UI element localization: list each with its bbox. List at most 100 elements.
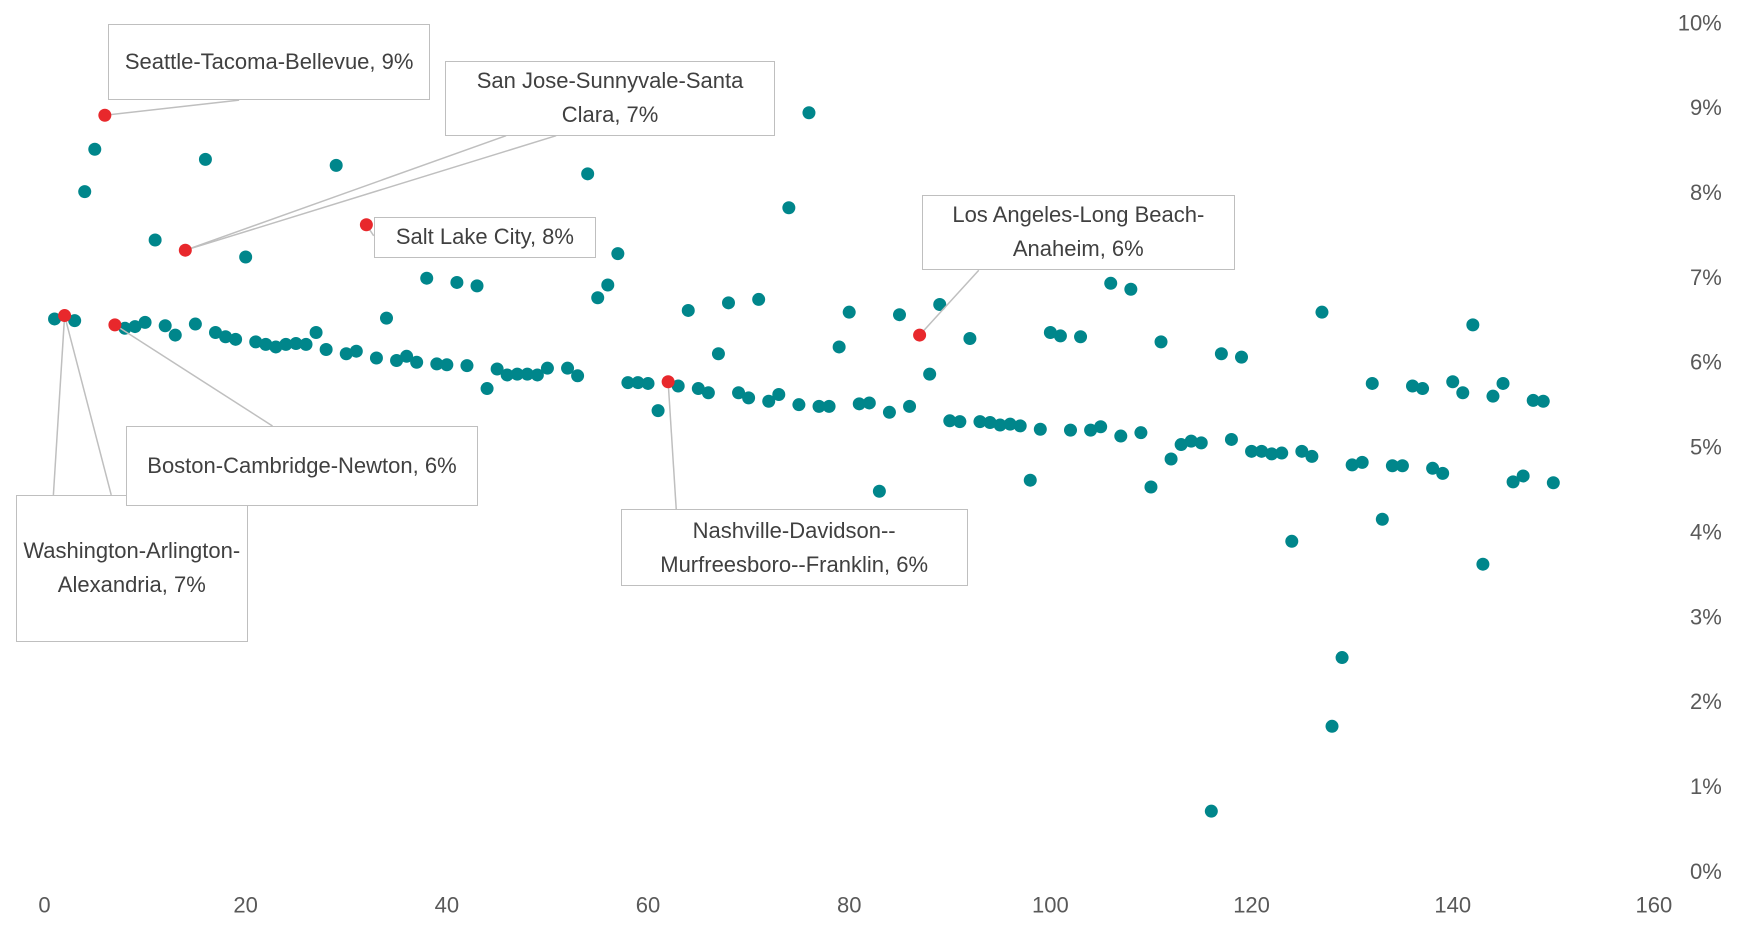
scatter-point	[279, 337, 293, 351]
scatter-point	[802, 106, 816, 120]
x-tick-label: 60	[636, 892, 660, 917]
scatter-point	[269, 340, 283, 354]
scatter-point	[1335, 651, 1349, 665]
scatter-point	[1476, 557, 1490, 571]
scatter-point	[1094, 420, 1108, 434]
scatter-point	[1506, 475, 1520, 489]
scatter-point	[309, 326, 323, 340]
y-tick-label: 7%	[1690, 265, 1722, 290]
scatter-point	[581, 167, 595, 181]
scatter-point	[1245, 444, 1259, 458]
data-label: San Jose-Sunnyvale-Santa Clara, 7%	[444, 61, 776, 136]
scatter-point	[188, 317, 202, 331]
scatter-point	[540, 361, 554, 375]
scatter-point	[862, 396, 876, 410]
data-label: Washington-Arlington-Alexandria, 7%	[15, 494, 249, 642]
scatter-point	[259, 337, 273, 351]
scatter-point	[752, 292, 766, 306]
scatter-point	[239, 250, 253, 264]
scatter-point	[490, 362, 504, 376]
scatter-point	[732, 386, 746, 400]
scatter-point	[1265, 447, 1279, 461]
scatter-point	[1023, 473, 1037, 487]
leader-line	[104, 99, 240, 117]
scatter-point	[1124, 282, 1138, 296]
leader-line	[63, 315, 112, 496]
scatter-point	[510, 367, 524, 381]
scatter-point	[208, 326, 222, 340]
scatter-point	[359, 218, 373, 232]
scatter-point	[450, 275, 464, 289]
scatter-point	[1536, 394, 1550, 408]
scatter-point	[1285, 534, 1299, 548]
scatter-point	[812, 399, 826, 413]
scatter-point	[1395, 459, 1409, 473]
scatter-point	[973, 415, 987, 429]
scatter-point	[621, 376, 635, 390]
scatter-point	[460, 359, 474, 373]
scatter-point	[1436, 466, 1450, 480]
scatter-point	[299, 337, 313, 351]
scatter-point	[229, 332, 243, 346]
scatter-point	[1194, 436, 1208, 450]
y-tick-label: 3%	[1690, 604, 1722, 629]
scatter-point	[1134, 426, 1148, 440]
scatter-point	[701, 386, 715, 400]
data-label: Boston-Cambridge-Newton, 6%	[125, 425, 479, 507]
y-tick-label: 8%	[1690, 180, 1722, 205]
scatter-point	[782, 201, 796, 215]
scatter-point	[1375, 512, 1389, 526]
data-label: Los Angeles-Long Beach-Anaheim, 6%	[922, 194, 1235, 271]
scatter-point	[289, 337, 303, 351]
scatter-point	[1184, 434, 1198, 448]
scatter-point	[219, 330, 233, 344]
scatter-point	[410, 355, 424, 369]
x-tick-label: 100	[1032, 892, 1069, 917]
scatter-point	[1416, 382, 1430, 396]
scatter-point	[1446, 375, 1460, 389]
y-tick-label: 0%	[1690, 859, 1722, 884]
scatter-point	[138, 315, 152, 329]
y-tick-label: 2%	[1690, 689, 1722, 714]
scatter-point	[742, 391, 756, 405]
scatter-point	[601, 278, 615, 292]
scatter-point	[903, 399, 917, 413]
scatter-point	[772, 387, 786, 401]
scatter-point	[561, 361, 575, 375]
leader-line	[667, 381, 677, 510]
scatter-point	[571, 369, 585, 383]
leader-line	[919, 269, 980, 336]
scatter-point	[691, 382, 705, 396]
scatter-point	[923, 367, 937, 381]
scatter-point	[711, 347, 725, 361]
scatter-point	[993, 418, 1007, 432]
scatter-point	[249, 335, 263, 349]
x-tick-label: 160	[1636, 892, 1673, 917]
scatter-point	[339, 347, 353, 361]
scatter-point	[1144, 480, 1158, 494]
scatter-point	[88, 142, 102, 156]
scatter-point	[1074, 330, 1088, 344]
scatter-point	[1013, 419, 1027, 433]
scatter-point	[1355, 455, 1369, 469]
scatter-point	[168, 328, 182, 342]
scatter-point	[1385, 459, 1399, 473]
scatter-point	[832, 340, 846, 354]
y-tick-label: 10%	[1678, 10, 1722, 35]
scatter-point	[1456, 386, 1470, 400]
scatter-point	[953, 415, 967, 429]
scatter-point	[762, 394, 776, 408]
scatter-point	[1104, 276, 1118, 290]
scatter-point	[319, 342, 333, 356]
x-tick-label: 120	[1233, 892, 1270, 917]
scatter-point	[1154, 335, 1168, 349]
scatter-point	[943, 414, 957, 428]
scatter-point	[1204, 804, 1218, 818]
scatter-point	[1033, 422, 1047, 436]
scatter-point	[470, 279, 484, 293]
scatter-point	[1063, 423, 1077, 437]
scatter-point	[913, 328, 927, 342]
scatter-point	[178, 243, 192, 257]
